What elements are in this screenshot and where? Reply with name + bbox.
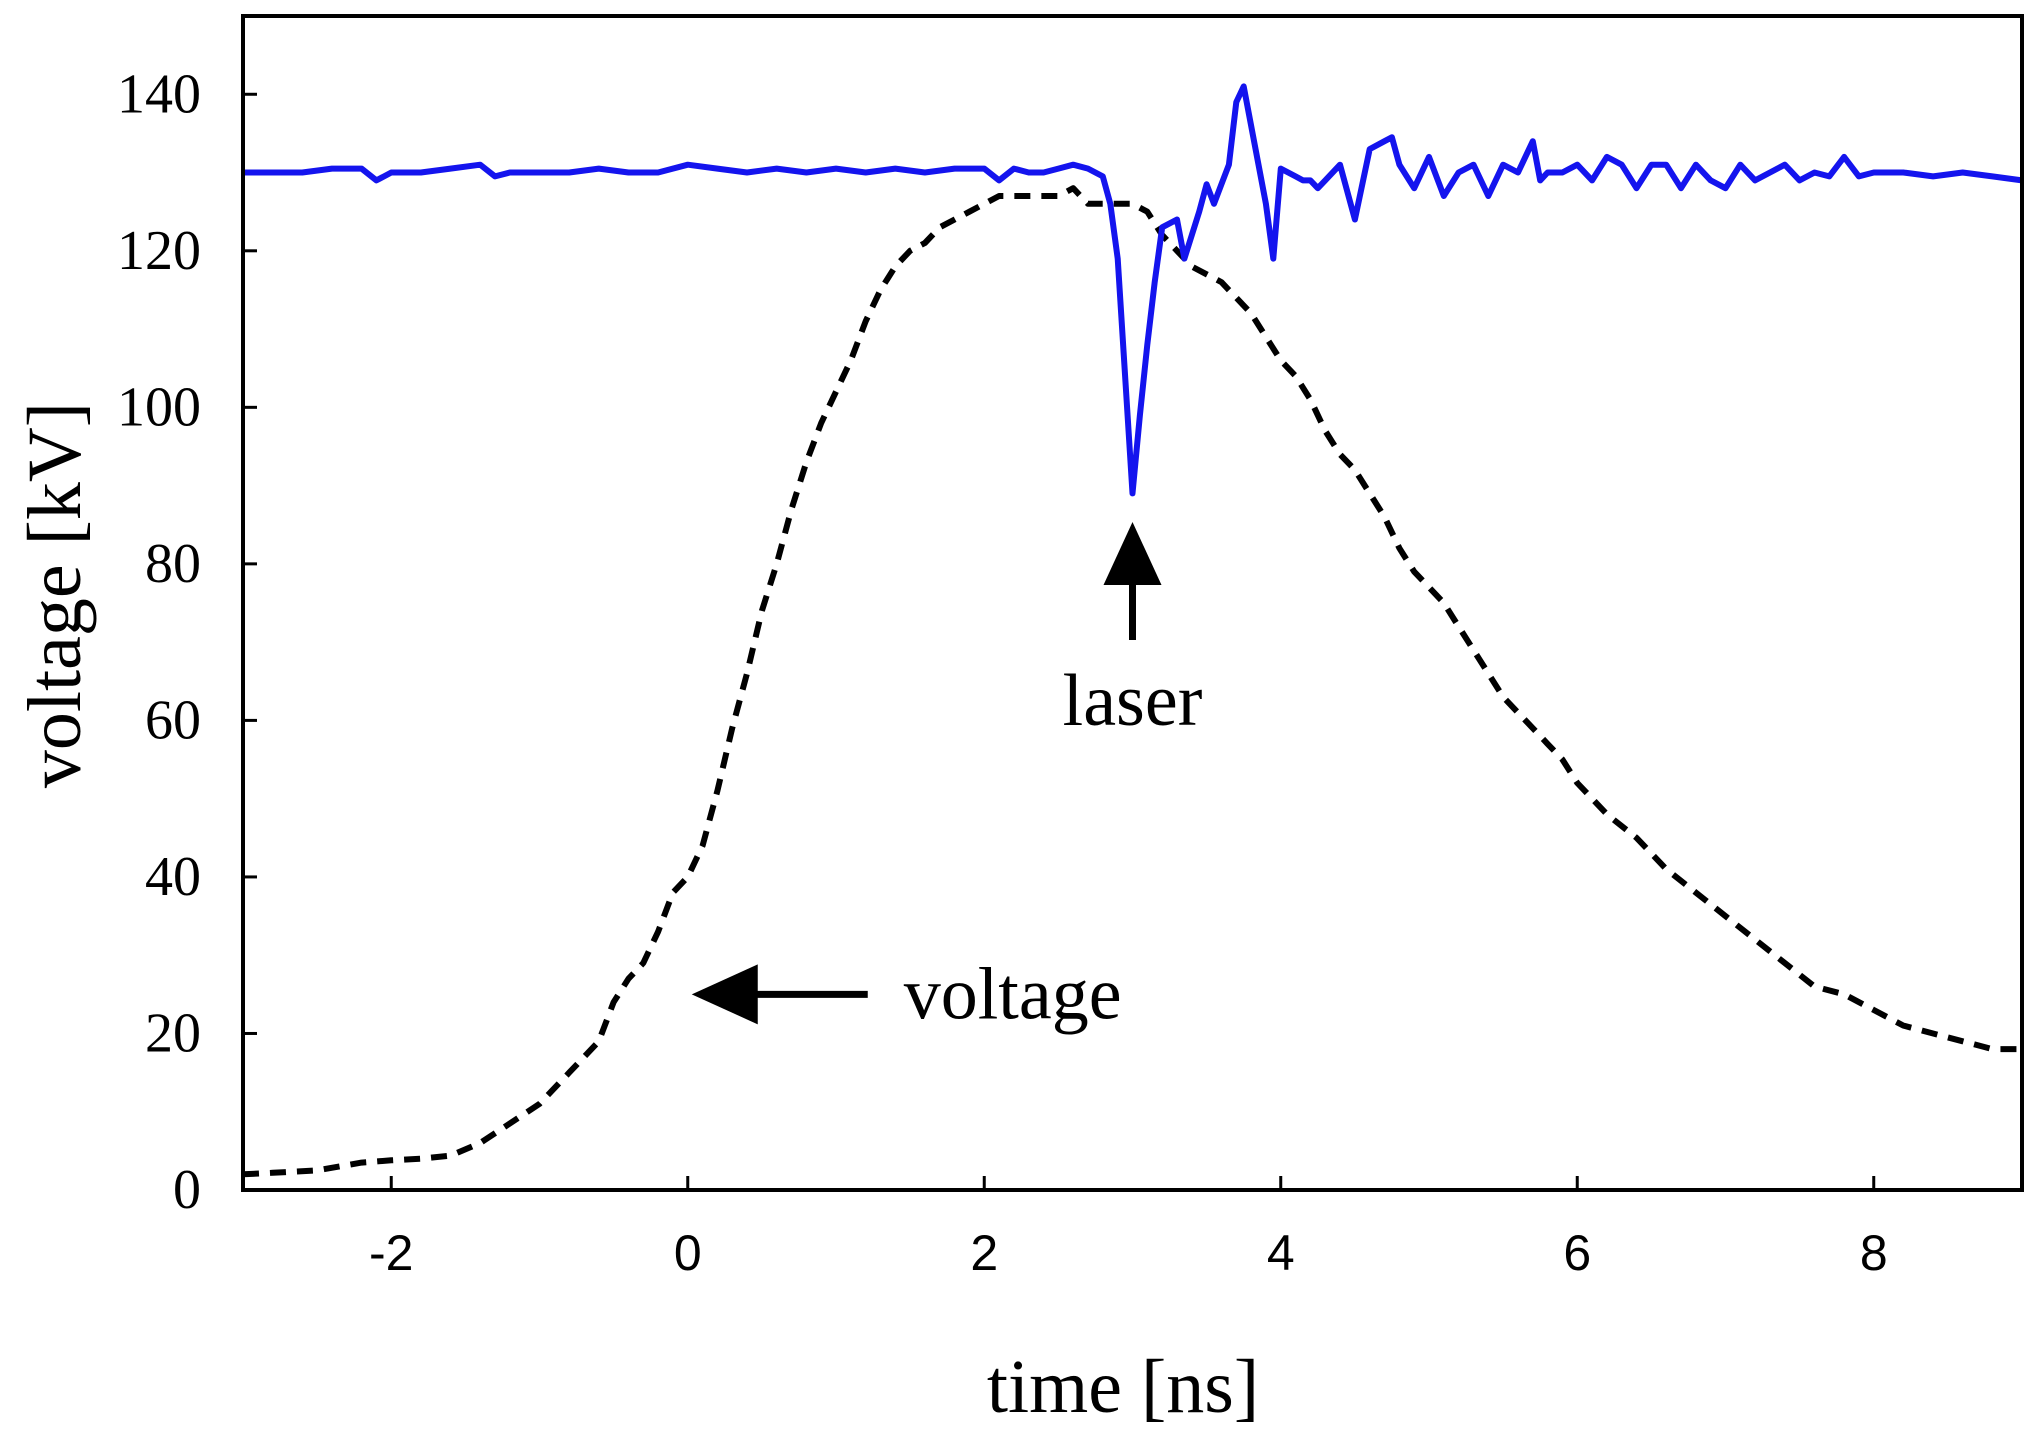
y-tick-label: 80 xyxy=(145,533,201,595)
y-axis-label: voltage [kV] xyxy=(13,402,97,788)
y-tick-label: 0 xyxy=(173,1159,201,1221)
x-tick-label: 2 xyxy=(970,1225,998,1281)
annotation-layer: laser voltage xyxy=(691,522,1203,1035)
y-tick-label: 60 xyxy=(145,689,201,751)
x-tick-label: 4 xyxy=(1267,1225,1295,1281)
x-tick-label: 0 xyxy=(674,1225,702,1281)
laser-annotation-label: laser xyxy=(1063,660,1203,742)
x-axis-label: time [ns] xyxy=(987,1345,1259,1429)
y-tick-label: 40 xyxy=(145,846,201,908)
y-tick-label: 140 xyxy=(117,63,201,125)
voltage-annotation-label: voltage xyxy=(904,953,1122,1035)
laser-arrow-head xyxy=(1103,522,1162,585)
x-tick-label: 6 xyxy=(1563,1225,1591,1281)
y-tick-label: 20 xyxy=(145,1002,201,1064)
voltage-series-line xyxy=(242,185,2022,1178)
voltage-arrow-head xyxy=(691,964,758,1025)
y-tick-label: 120 xyxy=(117,220,201,282)
x-tick-label: -2 xyxy=(369,1225,413,1281)
series-layer xyxy=(242,83,2023,1178)
signal-series-line xyxy=(243,83,2023,497)
y-tick-label: 100 xyxy=(117,376,201,438)
x-tick-label: 8 xyxy=(1860,1225,1888,1281)
plot-frame xyxy=(241,14,2024,1192)
